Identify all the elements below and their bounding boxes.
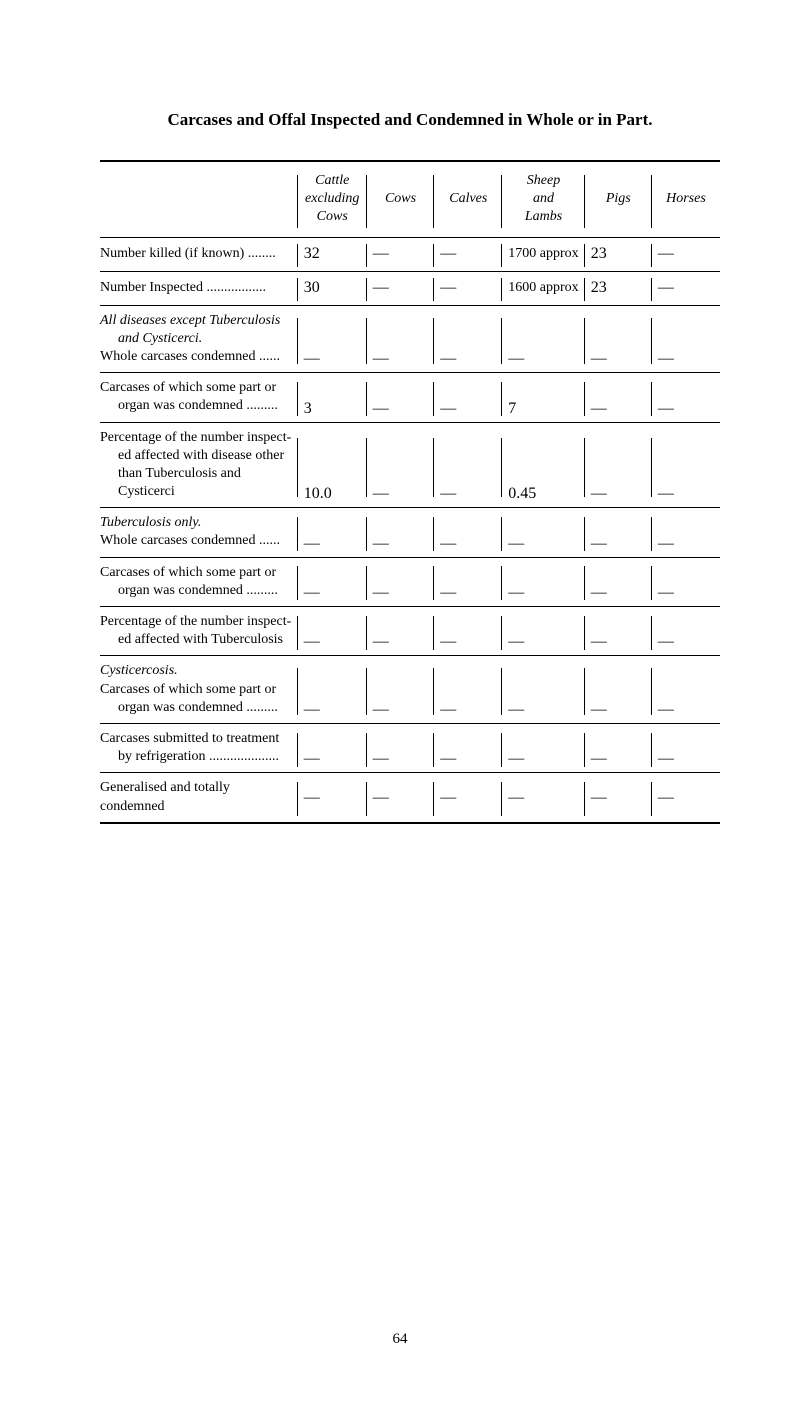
cell: — [434,373,502,422]
col-header-cows: Cows [367,161,435,237]
cell: — [652,656,720,724]
cell: — [585,607,652,656]
cell: — [434,271,502,305]
cell: — [585,508,652,557]
table-row: Tuberculosis only.Whole carcases condemn… [100,508,720,557]
cell: 32 [298,237,367,271]
cell: — [367,557,435,606]
col-header-sheep: SheepandLambs [502,161,584,237]
cell: — [367,373,435,422]
col-header-cattle: CattleexcludingCows [298,161,367,237]
cell: — [585,557,652,606]
cell: — [298,305,367,373]
table-row: Cysticercosis.Carcases of which some par… [100,656,720,724]
cell: — [502,508,584,557]
cell: — [652,557,720,606]
carcase-table: CattleexcludingCows Cows Calves Sheepand… [100,160,720,824]
cell: — [434,422,502,508]
cell: — [367,773,435,823]
row-label: Carcases submitted to treatmentby refrig… [100,723,298,772]
page-number: 64 [0,1331,800,1348]
cell: — [585,373,652,422]
cell: — [367,305,435,373]
cell: — [298,508,367,557]
cell: — [652,723,720,772]
cell: — [367,237,435,271]
cell: — [585,773,652,823]
row-label: Percentage of the number inspect-ed affe… [100,607,298,656]
row-label: Number Inspected ................. [100,280,266,295]
table-row: Carcases of which some part ororgan was … [100,557,720,606]
cell: — [298,723,367,772]
cell: — [367,656,435,724]
cell: — [585,422,652,508]
cell: — [585,723,652,772]
cell: — [298,656,367,724]
cell: — [434,557,502,606]
cell: — [367,271,435,305]
row-label: Generalised and totally condemned [100,780,230,813]
cell: — [585,305,652,373]
col-header-calves: Calves [434,161,502,237]
cell: 23 [585,271,652,305]
col-header-pigs: Pigs [585,161,652,237]
cell: — [367,723,435,772]
cell: — [652,373,720,422]
cell: 30 [298,271,367,305]
row-label: Carcases of which some part ororgan was … [100,373,298,422]
row-label: Number killed (if known) ........ [100,246,276,261]
row-label: Carcases of which some part ororgan was … [100,557,298,606]
cell: — [652,305,720,373]
table-row: Percentage of the number inspect-ed affe… [100,422,720,508]
cell: 3 [298,373,367,422]
cell: — [652,237,720,271]
cell: — [502,723,584,772]
cell: — [434,723,502,772]
cell: 0.45 [502,422,584,508]
table-row: Percentage of the number inspect-ed affe… [100,607,720,656]
row-label: Tuberculosis only.Whole carcases condemn… [100,508,298,557]
cell: 23 [585,237,652,271]
cell: — [585,656,652,724]
row-label: Cysticercosis.Carcases of which some par… [100,656,298,724]
page-title: Carcases and Offal Inspected and Condemn… [100,110,720,130]
cell: — [652,508,720,557]
cell: 10.0 [298,422,367,508]
cell: 1700 approx [502,237,584,271]
table-row: All diseases except Tuberculosisand Cyst… [100,305,720,373]
cell: — [434,607,502,656]
table-row: Number killed (if known) ........ 32 — —… [100,237,720,271]
header-empty [100,161,298,237]
cell: — [367,422,435,508]
cell: — [502,656,584,724]
cell: — [652,422,720,508]
cell: — [298,773,367,823]
cell: — [434,773,502,823]
cell: — [434,656,502,724]
cell: — [367,607,435,656]
cell: — [652,773,720,823]
table-row: Carcases of which some part ororgan was … [100,373,720,422]
cell: — [367,508,435,557]
table-row: Number Inspected ................. 30 — … [100,271,720,305]
cell: — [502,607,584,656]
table-row: Generalised and totally condemned — — — … [100,773,720,823]
cell: — [298,607,367,656]
cell: 7 [502,373,584,422]
cell: — [434,508,502,557]
row-label: All diseases except Tuberculosisand Cyst… [100,305,298,373]
cell: — [502,557,584,606]
cell: — [652,607,720,656]
table-row: Carcases submitted to treatmentby refrig… [100,723,720,772]
cell: — [434,305,502,373]
cell: — [502,305,584,373]
cell: — [434,237,502,271]
cell: — [652,271,720,305]
row-label: Percentage of the number inspect-ed affe… [100,422,298,508]
cell: — [298,557,367,606]
cell: — [502,773,584,823]
cell: 1600 approx [502,271,584,305]
col-header-horses: Horses [652,161,720,237]
